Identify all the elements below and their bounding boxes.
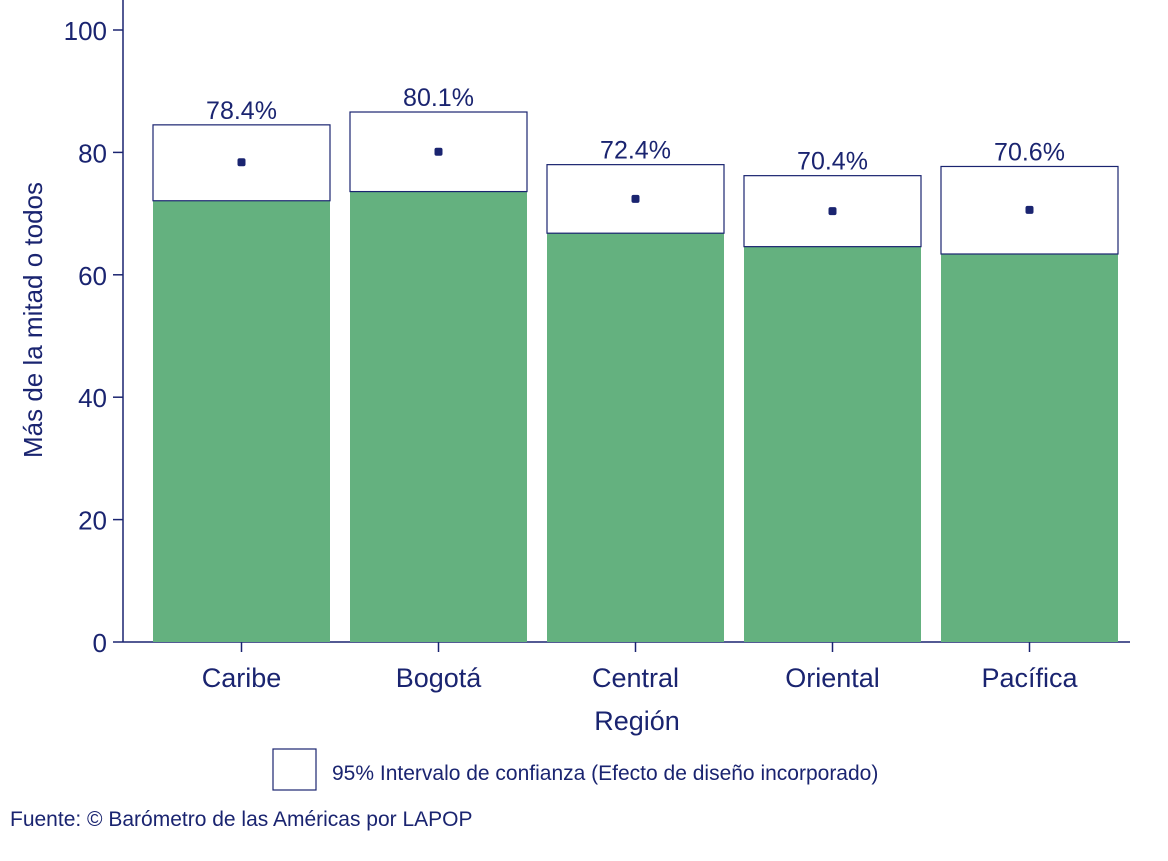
bar (153, 200, 330, 643)
bar (547, 233, 724, 642)
category-label: Bogotá (396, 663, 483, 693)
x-axis-title: Región (594, 706, 680, 736)
legend-label: 95% Intervalo de confianza (Efecto de di… (332, 762, 878, 785)
y-axis-title: Más de la mitad o todos (18, 182, 48, 458)
category-label: Pacífica (981, 663, 1078, 693)
category-label: Caribe (202, 663, 282, 693)
value-label: 70.6% (994, 138, 1065, 166)
y-tick-label: 100 (64, 16, 107, 46)
category-label: Oriental (785, 663, 880, 693)
y-tick-label: 0 (93, 628, 107, 658)
point-estimate (828, 207, 837, 216)
bar (744, 246, 921, 642)
point-estimate (1025, 205, 1034, 214)
point-estimate (631, 194, 640, 203)
y-tick-label: 80 (78, 138, 107, 168)
value-label: 80.1% (403, 84, 474, 112)
bar (350, 191, 527, 642)
value-label: 78.4% (206, 97, 277, 125)
bar (941, 253, 1118, 642)
y-tick-label: 60 (78, 261, 107, 291)
source-note: Fuente: © Barómetro de las Américas por … (10, 808, 473, 831)
point-estimate (237, 158, 246, 167)
value-label: 70.4% (797, 148, 868, 176)
legend-swatch (272, 748, 317, 791)
category-label: Central (592, 663, 679, 693)
value-label: 72.4% (600, 137, 671, 165)
y-tick-label: 40 (78, 383, 107, 413)
point-estimate (434, 147, 443, 156)
plot-area: 0 20 40 60 80 100 78.4% Caribe 80.1% Bogotá 72.4% C… (64, 0, 1130, 693)
y-tick-label: 20 (78, 506, 107, 536)
